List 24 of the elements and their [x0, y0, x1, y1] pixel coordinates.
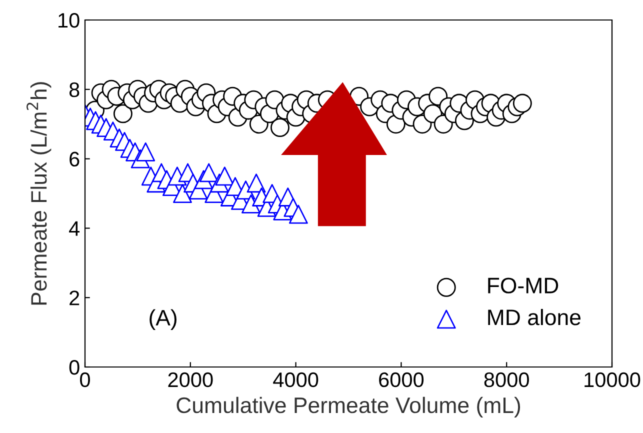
x-tick-label: 0 — [80, 372, 90, 388]
point — [173, 184, 192, 203]
x-tick-label: 8000 — [484, 372, 529, 388]
point — [136, 142, 156, 162]
point — [215, 166, 234, 186]
y-tick-label: 10 — [58, 13, 80, 28]
x-tick-label: 4000 — [273, 372, 318, 388]
x-axis-title: Cumulative Permeate Volume (mL) — [176, 396, 520, 418]
x-tick-label: 10000 — [584, 372, 640, 388]
legend-label: FO-MD — [488, 278, 558, 294]
y-tick-label: 6 — [70, 152, 80, 167]
point — [288, 204, 308, 224]
point — [242, 194, 260, 214]
annotation: (A) — [150, 309, 176, 330]
x-tick-label: 6000 — [379, 372, 424, 388]
y-tick-label: 0 — [69, 360, 80, 375]
y-tick-label: 2 — [70, 290, 80, 306]
legend-label: MD alone — [488, 308, 580, 326]
point — [246, 174, 266, 193]
point — [199, 163, 218, 182]
y-tick-label: 4 — [69, 221, 80, 236]
y-tick-label: 8 — [69, 82, 80, 98]
y-axis-title: Permeate Flux (L/m$^{2}$h) — [26, 82, 52, 305]
x-tick-label: 2000 — [168, 372, 213, 388]
